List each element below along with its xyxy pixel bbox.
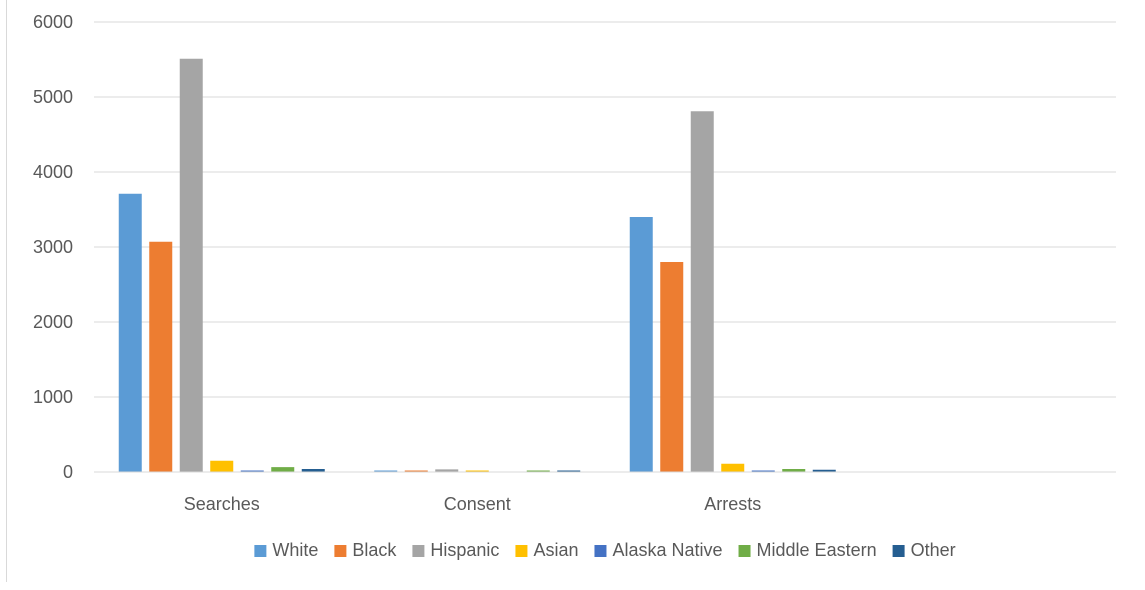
legend-swatch (594, 545, 607, 557)
x-category-label: Searches (184, 494, 260, 514)
legend-label: Other (911, 540, 956, 560)
bars (118, 58, 836, 472)
legend-item[interactable]: Hispanic (412, 540, 499, 560)
bar (812, 469, 836, 472)
y-tick-label: 6000 (33, 12, 73, 32)
x-category-label: Arrests (704, 494, 761, 514)
legend-item[interactable]: White (254, 540, 318, 560)
legend-swatch (412, 545, 425, 557)
bar (301, 469, 325, 472)
gridlines (94, 21, 1116, 398)
y-tick-label: 1000 (33, 387, 73, 407)
bar (149, 241, 173, 472)
y-tick-label: 0 (63, 462, 73, 482)
legend-item[interactable]: Black (334, 540, 397, 560)
bar (721, 463, 745, 472)
legend-swatch (334, 545, 347, 557)
bar (179, 58, 203, 472)
legend-swatch (515, 545, 528, 557)
legend-swatch (254, 545, 267, 557)
chart-frame-border (6, 0, 7, 582)
bar (629, 217, 653, 472)
legend-label: Alaska Native (612, 540, 722, 560)
bar (271, 467, 295, 472)
legend-swatch (738, 545, 751, 557)
y-tick-label: 2000 (33, 312, 73, 332)
legend-item[interactable]: Other (892, 540, 956, 560)
bar (435, 469, 459, 472)
bar (526, 470, 550, 472)
bar (557, 470, 581, 472)
bar (210, 460, 234, 472)
bar (404, 470, 428, 472)
y-axis-tick-labels: 0 1000 2000 3000 4000 5000 6000 (33, 12, 73, 482)
bar (660, 262, 684, 472)
bar (465, 470, 489, 472)
legend-label: Asian (533, 540, 578, 560)
category-labels: Searches Consent Arrests (184, 494, 762, 514)
legend-label: White (272, 540, 318, 560)
y-tick-label: 4000 (33, 162, 73, 182)
legend-label: Middle Eastern (757, 540, 877, 560)
bar (240, 470, 264, 472)
legend-label: Hispanic (430, 540, 499, 560)
x-category-label: Consent (444, 494, 511, 514)
y-tick-label: 5000 (33, 87, 73, 107)
legend[interactable]: White Black Hispanic Asian Alaska Native Midd… (254, 540, 956, 560)
bar (374, 470, 398, 472)
bar (690, 111, 714, 472)
legend-label: Black (352, 540, 397, 560)
bar (118, 193, 142, 472)
legend-swatch (892, 545, 905, 557)
bar (751, 470, 775, 472)
y-tick-label: 3000 (33, 237, 73, 257)
bar (782, 469, 806, 472)
legend-item[interactable]: Middle Eastern (738, 540, 877, 560)
legend-item[interactable]: Asian (515, 540, 578, 560)
legend-item[interactable]: Alaska Native (594, 540, 723, 560)
